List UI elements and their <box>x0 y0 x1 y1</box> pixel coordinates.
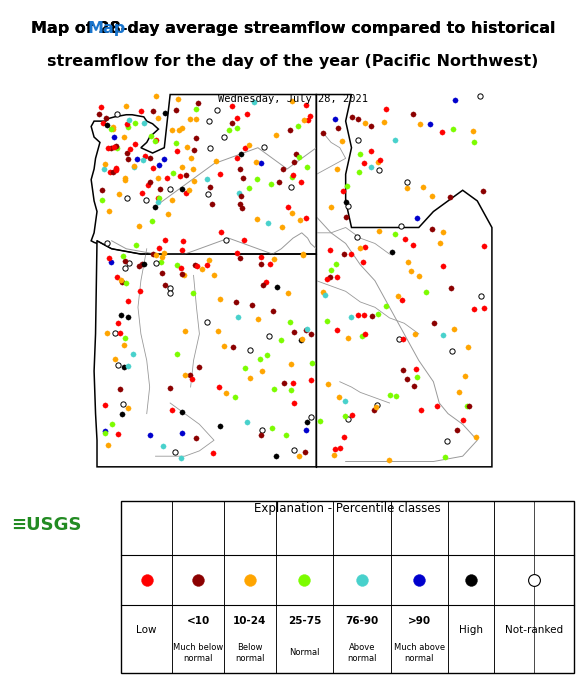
Text: Normal: Normal <box>289 648 320 658</box>
Text: Above
normal: Above normal <box>347 643 377 663</box>
Polygon shape <box>91 94 316 254</box>
Text: 10-24: 10-24 <box>233 616 267 626</box>
Bar <box>121 501 574 673</box>
Text: 25-75: 25-75 <box>288 616 321 626</box>
Text: >90: >90 <box>408 616 431 626</box>
Text: streamflow for the day of the year (Pacific Northwest): streamflow for the day of the year (Paci… <box>47 54 539 69</box>
Text: ≡USGS: ≡USGS <box>12 516 82 533</box>
Text: Map of 28-day average streamflow compared to historical: Map of 28-day average streamflow compare… <box>30 21 556 36</box>
Text: Much above
normal: Much above normal <box>394 643 445 663</box>
Text: Not-ranked: Not-ranked <box>505 625 563 635</box>
Text: Map of 28-day average streamflow compared to historical: Map of 28-day average streamflow compare… <box>30 21 556 36</box>
Text: High: High <box>459 625 483 635</box>
Text: Map: Map <box>88 21 126 36</box>
Text: Explanation - Percentile classes: Explanation - Percentile classes <box>254 502 441 515</box>
Text: Low: Low <box>137 625 157 635</box>
Text: <10: <10 <box>186 616 210 626</box>
Text: 76-90: 76-90 <box>345 616 379 626</box>
Polygon shape <box>94 241 316 466</box>
Text: Below
normal: Below normal <box>235 643 265 663</box>
Polygon shape <box>316 94 492 466</box>
Text: Much below
normal: Much below normal <box>173 643 223 663</box>
Text: Wednesday, July 28, 2021: Wednesday, July 28, 2021 <box>218 94 368 104</box>
